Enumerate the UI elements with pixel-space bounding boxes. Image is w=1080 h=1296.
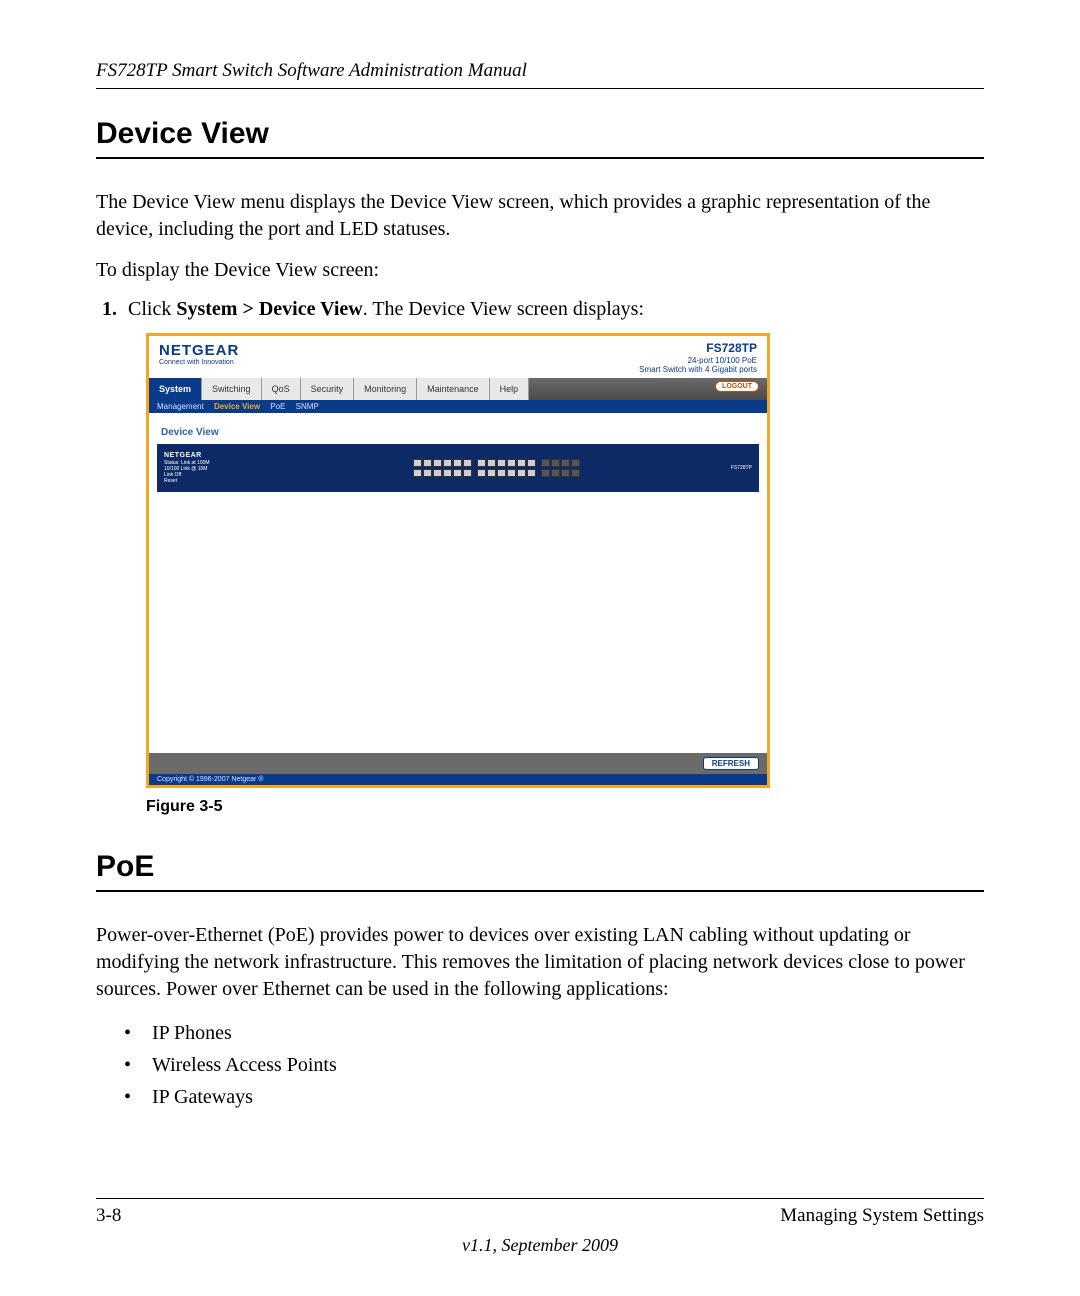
page-footer: 3-8 Managing System Settings v1.1, Septe… — [96, 1198, 984, 1256]
subnav-snmp[interactable]: SNMP — [296, 402, 319, 411]
device-view-screenshot: NETGEAR Connect with Innovation FS728TP … — [146, 333, 770, 788]
port-row-bottom — [290, 469, 706, 477]
port[interactable] — [551, 459, 560, 467]
device-right-label: FS728TP — [712, 465, 752, 471]
page-number: 3-8 — [96, 1205, 121, 1227]
port[interactable] — [517, 469, 526, 477]
footer-version: v1.1, September 2009 — [96, 1235, 984, 1256]
device-left-labels: NETGEAR Status: Link at 100M 10/100 Link… — [164, 452, 284, 484]
port[interactable] — [527, 469, 536, 477]
header-rule — [96, 88, 984, 89]
screenshot-copyright: Copyright © 1996-2007 Netgear ® — [149, 774, 767, 785]
port[interactable] — [571, 469, 580, 477]
port[interactable] — [541, 459, 550, 467]
port[interactable] — [487, 459, 496, 467]
model-block: FS728TP 24-port 10/100 PoE Smart Switch … — [639, 342, 757, 374]
step-1-pre: Click — [128, 298, 176, 320]
step-1-number: 1. — [102, 298, 117, 320]
section-rule-1 — [96, 157, 984, 159]
nav-tab-monitoring[interactable]: Monitoring — [354, 378, 417, 400]
poe-paragraph-1: Power-over-Ethernet (PoE) provides power… — [96, 922, 984, 1003]
port[interactable] — [507, 459, 516, 467]
port[interactable] — [433, 469, 442, 477]
step-1-bold: System > Device View — [176, 298, 362, 320]
step-1: 1. Click System > Device View. The Devic… — [126, 298, 984, 321]
port[interactable] — [423, 469, 432, 477]
model-line-1: 24-port 10/100 PoE — [639, 356, 757, 365]
running-header: FS728TP Smart Switch Software Administra… — [96, 60, 984, 82]
port-row-top — [290, 459, 706, 467]
panel-title: Device View — [161, 427, 759, 438]
port[interactable] — [443, 469, 452, 477]
nav-tab-qos[interactable]: QoS — [262, 378, 301, 400]
port[interactable] — [463, 469, 472, 477]
port[interactable] — [433, 459, 442, 467]
device-graphic: NETGEAR Status: Link at 100M 10/100 Link… — [157, 444, 759, 492]
subnav-management[interactable]: Management — [157, 402, 204, 411]
nav-tab-security[interactable]: Security — [301, 378, 355, 400]
list-item: Wireless Access Points — [124, 1049, 984, 1081]
port[interactable] — [453, 469, 462, 477]
port[interactable] — [413, 469, 422, 477]
list-item: IP Phones — [124, 1017, 984, 1049]
port[interactable] — [413, 459, 422, 467]
nav-tab-system[interactable]: System — [149, 378, 202, 400]
list-item: IP Gateways — [124, 1081, 984, 1113]
port[interactable] — [551, 469, 560, 477]
footer-chapter: Managing System Settings — [780, 1205, 984, 1227]
brand-block: NETGEAR Connect with Innovation — [159, 342, 239, 366]
port[interactable] — [527, 459, 536, 467]
figure-caption: Figure 3-5 — [146, 798, 984, 816]
device-brand: NETGEAR — [164, 452, 284, 460]
poe-applications-list: IP Phones Wireless Access Points IP Gate… — [124, 1017, 984, 1113]
device-status-4: Reset — [164, 478, 284, 484]
section-rule-2 — [96, 890, 984, 892]
port[interactable] — [497, 459, 506, 467]
port[interactable] — [561, 469, 570, 477]
logout-button[interactable]: LOGOUT — [715, 381, 759, 392]
sub-nav: Management Device View PoE SNMP — [149, 400, 767, 413]
subnav-device-view[interactable]: Device View — [214, 402, 260, 411]
screenshot-header: NETGEAR Connect with Innovation FS728TP … — [149, 336, 767, 378]
port[interactable] — [463, 459, 472, 467]
port[interactable] — [507, 469, 516, 477]
port[interactable] — [487, 469, 496, 477]
port[interactable] — [453, 459, 462, 467]
device-view-paragraph-2: To display the Device View screen: — [96, 257, 984, 284]
port[interactable] — [541, 469, 550, 477]
brand-logo: NETGEAR — [159, 342, 239, 359]
port[interactable] — [477, 469, 486, 477]
section-heading-poe: PoE — [96, 850, 984, 884]
port-area — [290, 459, 706, 477]
port[interactable] — [477, 459, 486, 467]
subnav-poe[interactable]: PoE — [270, 402, 285, 411]
port[interactable] — [443, 459, 452, 467]
step-1-post: . The Device View screen displays: — [363, 298, 644, 320]
main-nav: System Switching QoS Security Monitoring… — [149, 378, 767, 400]
model-line-2: Smart Switch with 4 Gigabit ports — [639, 365, 757, 374]
nav-tab-help[interactable]: Help — [490, 378, 530, 400]
port[interactable] — [517, 459, 526, 467]
nav-tab-maintenance[interactable]: Maintenance — [417, 378, 490, 400]
port[interactable] — [497, 469, 506, 477]
brand-tagline: Connect with Innovation — [159, 359, 239, 366]
section-heading-device-view: Device View — [96, 117, 984, 151]
port[interactable] — [571, 459, 580, 467]
screenshot-footer-bar: REFRESH — [149, 753, 767, 774]
port[interactable] — [561, 459, 570, 467]
nav-tab-switching[interactable]: Switching — [202, 378, 262, 400]
screenshot-body: Device View NETGEAR Status: Link at 100M… — [149, 413, 767, 753]
figure-3-5: NETGEAR Connect with Innovation FS728TP … — [146, 333, 984, 788]
model-number: FS728TP — [639, 342, 757, 356]
footer-rule — [96, 1198, 984, 1199]
refresh-button[interactable]: REFRESH — [703, 757, 759, 770]
port[interactable] — [423, 459, 432, 467]
device-view-paragraph-1: The Device View menu displays the Device… — [96, 189, 984, 243]
